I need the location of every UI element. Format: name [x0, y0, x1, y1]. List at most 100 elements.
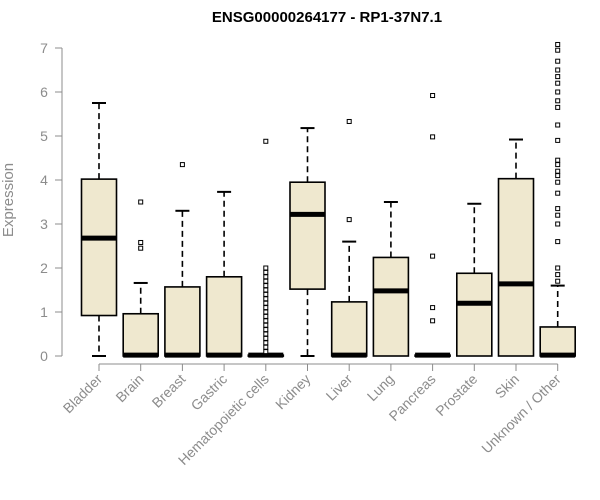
outlier-point [430, 253, 436, 259]
box-skin [497, 138, 535, 357]
outlier-point [555, 206, 561, 212]
x-tick-label: Brain [112, 371, 146, 405]
box-lung [372, 201, 410, 357]
box-breast [164, 162, 201, 358]
outlier-point [555, 58, 561, 64]
x-tick-label: Unknown / Other [478, 371, 564, 457]
y-tick-label: 1 [40, 304, 48, 320]
outlier-point [555, 272, 561, 278]
box-iqr [455, 272, 493, 357]
outlier-point [555, 47, 561, 53]
outlier-point [555, 278, 561, 284]
outlier-point [263, 318, 269, 324]
box-iqr [289, 181, 326, 290]
outlier-point [555, 74, 561, 80]
box-iqr [80, 178, 118, 317]
outlier-point [555, 179, 561, 185]
outlier-point [263, 305, 269, 311]
box-iqr [122, 312, 159, 357]
outlier-point [430, 134, 436, 140]
outlier-point [263, 327, 269, 333]
x-tick-label: Lung [364, 371, 397, 404]
outlier-point [555, 98, 561, 104]
outlier-point [430, 305, 436, 311]
x-tick-label: Breast [149, 371, 189, 411]
outlier-point [263, 349, 269, 355]
box-kidney [289, 127, 326, 357]
y-axis: 0 1 2 3 4 5 6 7 [40, 40, 63, 364]
outlier-point [555, 265, 561, 271]
outlier-point [430, 318, 436, 324]
chart-title: ENSG00000264177 - RP1-37N7.1 [212, 9, 442, 26]
x-tick-label: Bladder [60, 371, 106, 417]
y-tick-label: 5 [40, 128, 48, 144]
outlier-point [263, 291, 269, 297]
x-tick-label: Liver [323, 371, 356, 404]
x-tick-label: Prostate [432, 371, 480, 419]
y-axis-label: Expression [0, 163, 17, 237]
outlier-point [555, 168, 561, 174]
outlier-point [263, 138, 269, 144]
outlier-point [555, 122, 561, 128]
outlier-point [263, 265, 269, 271]
outlier-point [555, 89, 561, 95]
outlier-point [263, 278, 269, 284]
box-prostate [455, 202, 493, 357]
outlier-point [555, 41, 561, 47]
outlier-point [179, 162, 185, 168]
y-tick-label: 3 [40, 216, 48, 232]
outlier-point [263, 322, 269, 328]
outlier-point [138, 239, 144, 245]
box-brain [122, 199, 159, 358]
outlier-point [263, 269, 269, 275]
y-tick-label: 7 [40, 40, 48, 56]
box-iqr [330, 301, 368, 357]
outlier-point [555, 137, 561, 143]
outlier-point [263, 287, 269, 293]
outlier-point [555, 239, 561, 245]
outlier-point [263, 296, 269, 302]
box-gastric [205, 190, 243, 358]
outlier-point [555, 221, 561, 227]
outlier-point [555, 80, 561, 86]
box-iqr [164, 286, 201, 357]
box-iqr [497, 177, 535, 357]
outlier-point [263, 274, 269, 280]
outlier-point [263, 313, 269, 319]
outlier-point [138, 199, 144, 205]
outlier-point [263, 283, 269, 289]
outlier-point [263, 309, 269, 315]
box-hematopoietic-cells [247, 138, 285, 358]
y-tick-label: 0 [40, 348, 48, 364]
box-liver [330, 118, 368, 358]
box-iqr [205, 275, 243, 357]
outlier-point [555, 67, 561, 73]
y-tick-label: 4 [40, 172, 48, 188]
outlier-point [346, 118, 352, 124]
box-unknown-other [539, 41, 577, 358]
x-tick-label: Skin [492, 371, 523, 402]
outlier-point [263, 344, 269, 350]
outlier-point [138, 245, 144, 251]
boxes [80, 41, 577, 358]
box-bladder [80, 102, 118, 357]
outlier-point [555, 212, 561, 218]
outlier-point [263, 331, 269, 337]
outlier-point [263, 335, 269, 341]
box-iqr [539, 326, 577, 357]
outlier-point [346, 217, 352, 223]
outlier-point [555, 162, 561, 168]
outlier-point [263, 340, 269, 346]
box-pancreas [414, 93, 451, 358]
outlier-point [555, 104, 561, 110]
outlier-point [555, 157, 561, 163]
outlier-point [263, 300, 269, 306]
outlier-point [555, 190, 561, 196]
box-iqr [372, 256, 410, 357]
x-tick-label: Kidney [272, 371, 314, 413]
outlier-point [555, 173, 561, 179]
y-tick-label: 6 [40, 84, 48, 100]
y-tick-label: 2 [40, 260, 48, 276]
